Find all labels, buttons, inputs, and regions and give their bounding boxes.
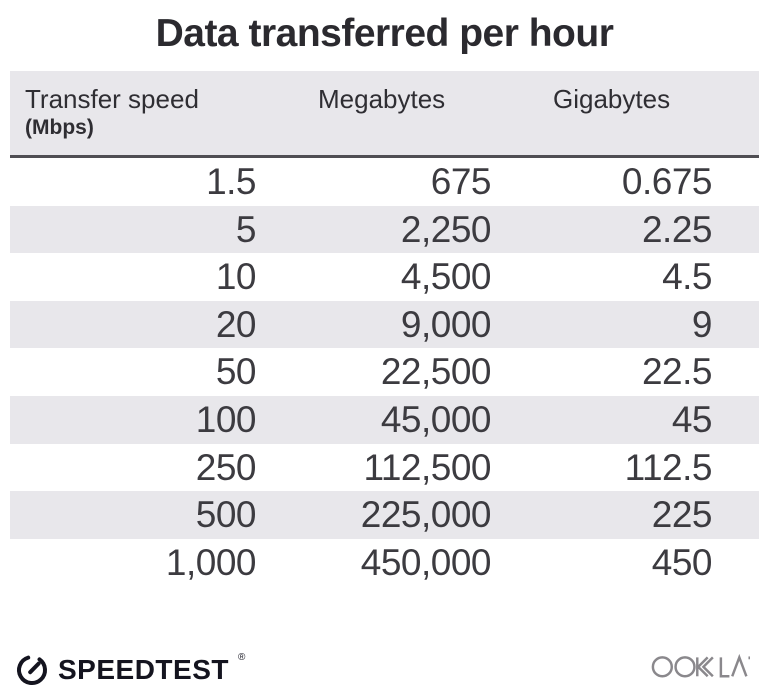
speedtest-gauge-icon (17, 655, 47, 685)
header-megabytes: Megabytes (303, 71, 538, 155)
cell-gigabytes: 9 (691, 303, 713, 345)
table-row: 500 225,000 225 (10, 491, 759, 539)
table-row: 250 112,500 112.5 (10, 444, 759, 492)
cell-megabytes: 112,500 (363, 446, 492, 488)
table-row: 20 9,000 9 (10, 300, 759, 349)
cell-speed: 100 (195, 398, 257, 440)
speedtest-logo: SPEEDTEST ® (14, 651, 246, 688)
cell-gigabytes: 45 (671, 398, 713, 440)
page-title: Data transferred per hour (155, 12, 614, 55)
table-row: 50 22,500 22.5 (10, 348, 759, 396)
speedtest-wordmark: SPEEDTEST (58, 653, 229, 685)
registered-trademark-icon: ® (237, 652, 246, 663)
cell-gigabytes: 2.25 (641, 208, 713, 250)
cell-megabytes: 2,250 (400, 208, 492, 250)
cell-gigabytes: 4.5 (662, 256, 712, 298)
cell-megabytes: 675 (430, 161, 492, 202)
cell-megabytes: 4,500 (400, 256, 492, 298)
cell-speed: 1,000 (165, 541, 257, 583)
table-row: 1,000 450,000 450 (10, 539, 759, 587)
table-row: 100 45,000 45 (10, 395, 759, 444)
header-transfer-speed: Transfer speed (Mbps) (10, 71, 303, 155)
table-row: 10 4,500 4.5 (10, 253, 759, 301)
header-transfer-speed-label: Transfer speed (25, 84, 199, 114)
header-gigabytes: Gigabytes (538, 71, 759, 155)
cell-gigabytes: 225 (651, 494, 713, 536)
ookla-logo (649, 647, 755, 686)
data-table: Transfer speed (Mbps) Megabytes Gigabyte… (10, 71, 759, 586)
header-mbps-unit-label: (Mbps) (25, 116, 94, 139)
cell-speed: 50 (215, 351, 257, 393)
table-row: 1.5 675 0.675 (10, 158, 759, 206)
cell-megabytes: 450,000 (360, 541, 492, 583)
cell-speed: 5 (235, 208, 257, 250)
cell-gigabytes: 450 (651, 541, 713, 583)
cell-speed: 1.5 (206, 161, 256, 202)
cell-megabytes: 22,500 (380, 351, 492, 393)
header-gigabytes-label: Gigabytes (553, 84, 671, 114)
table-body: 1.5 675 0.675 5 2,250 2.25 10 4,500 4.5 … (10, 158, 759, 586)
table-header-row: Transfer speed (Mbps) Megabytes Gigabyte… (10, 71, 759, 158)
table-row: 5 2,250 2.25 (10, 205, 759, 254)
header-megabytes-label: Megabytes (318, 84, 446, 114)
cell-speed: 10 (215, 256, 257, 298)
cell-megabytes: 9,000 (400, 303, 492, 345)
cell-gigabytes: 0.675 (621, 161, 713, 202)
cell-speed: 20 (215, 303, 257, 345)
cell-speed: 250 (195, 446, 257, 488)
ookla-wordmark-icon (651, 653, 750, 678)
cell-megabytes: 45,000 (380, 398, 492, 440)
cell-gigabytes: 22.5 (641, 351, 713, 393)
cell-speed: 500 (195, 494, 257, 536)
cell-megabytes: 225,000 (360, 494, 492, 536)
footer: SPEEDTEST ® (0, 649, 769, 688)
cell-gigabytes: 112.5 (624, 446, 713, 488)
